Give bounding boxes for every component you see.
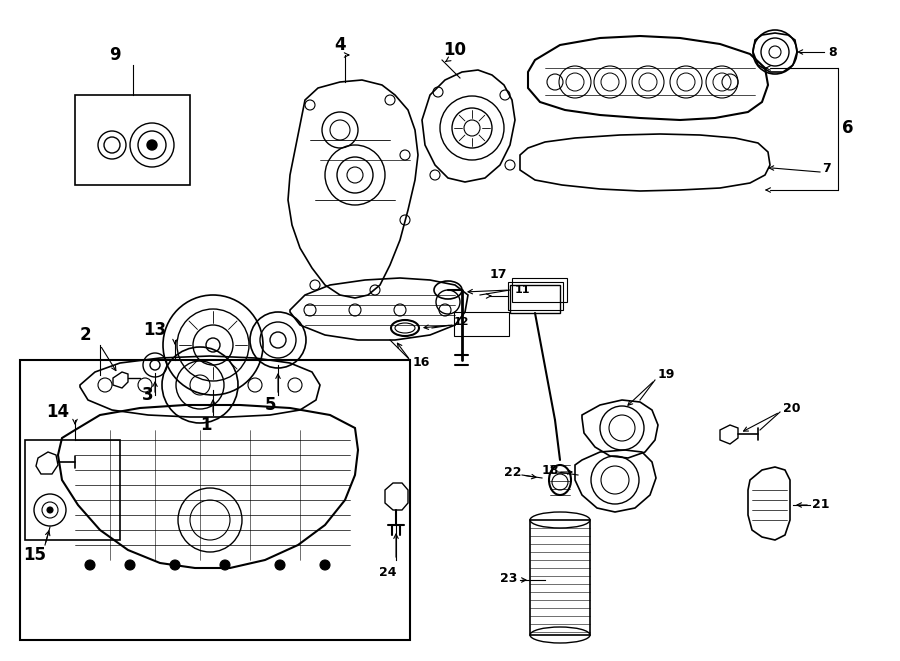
Bar (530, 520, 590, 635)
Bar (75, 95, 190, 185)
Text: 1: 1 (200, 416, 212, 434)
Text: 19: 19 (658, 368, 675, 381)
Text: 3: 3 (142, 386, 154, 404)
Bar (20, 360, 410, 640)
Text: 18: 18 (542, 463, 560, 477)
Text: 6: 6 (842, 119, 853, 137)
Text: 17: 17 (490, 268, 508, 280)
Circle shape (147, 140, 157, 150)
Circle shape (47, 507, 53, 513)
Text: 9: 9 (109, 46, 121, 64)
Circle shape (220, 560, 230, 570)
Text: 20: 20 (783, 401, 800, 414)
Circle shape (275, 560, 285, 570)
Bar (25, 440, 120, 540)
Bar (512, 278, 567, 302)
Bar (510, 285, 560, 313)
Text: 11: 11 (515, 285, 530, 295)
Text: 13: 13 (143, 321, 166, 339)
Text: 5: 5 (265, 396, 275, 414)
Text: 10: 10 (444, 41, 466, 59)
Text: 16: 16 (413, 356, 430, 369)
Text: 2: 2 (79, 326, 91, 344)
Text: 24: 24 (379, 566, 397, 578)
Circle shape (85, 560, 95, 570)
Circle shape (125, 560, 135, 570)
Text: 7: 7 (822, 161, 831, 175)
Bar (454, 312, 509, 336)
Bar (508, 282, 563, 310)
Text: 15: 15 (23, 546, 47, 564)
Circle shape (320, 560, 330, 570)
Text: 12: 12 (454, 317, 470, 327)
Text: 8: 8 (828, 46, 837, 59)
Text: 23: 23 (500, 572, 518, 584)
Circle shape (170, 560, 180, 570)
Text: 22: 22 (504, 465, 521, 479)
Text: 21: 21 (812, 498, 830, 512)
Text: 14: 14 (47, 403, 69, 421)
Text: 4: 4 (334, 36, 346, 54)
